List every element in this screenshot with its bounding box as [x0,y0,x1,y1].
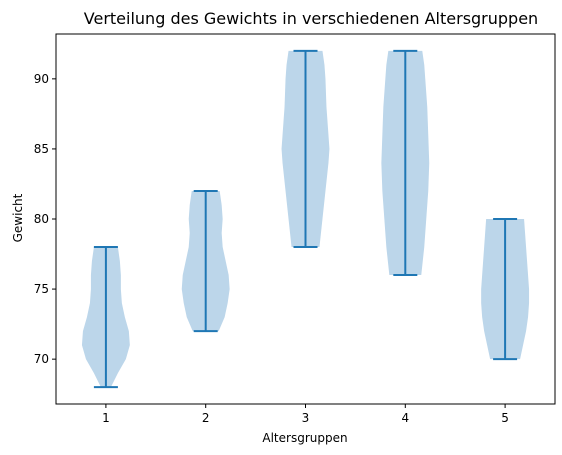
chart-title: Verteilung des Gewichts in verschiedenen… [84,9,538,28]
x-tick-label-5: 5 [501,411,509,425]
y-tick-label-80: 80 [34,212,49,226]
y-axis-ticks: 70 75 80 85 90 [34,72,56,366]
x-tick-label-3: 3 [302,411,310,425]
x-axis-label: Altersgruppen [262,431,347,445]
y-tick-label-90: 90 [34,72,49,86]
y-tick-label-75: 75 [34,282,49,296]
y-tick-label-85: 85 [34,142,49,156]
y-axis-label: Gewicht [11,193,25,242]
x-axis-ticks: 1 2 3 4 5 [102,404,509,425]
x-tick-label-4: 4 [401,411,409,425]
y-tick-label-70: 70 [34,352,49,366]
x-tick-label-1: 1 [102,411,110,425]
x-tick-label-2: 2 [202,411,210,425]
violin-lines [93,49,518,389]
